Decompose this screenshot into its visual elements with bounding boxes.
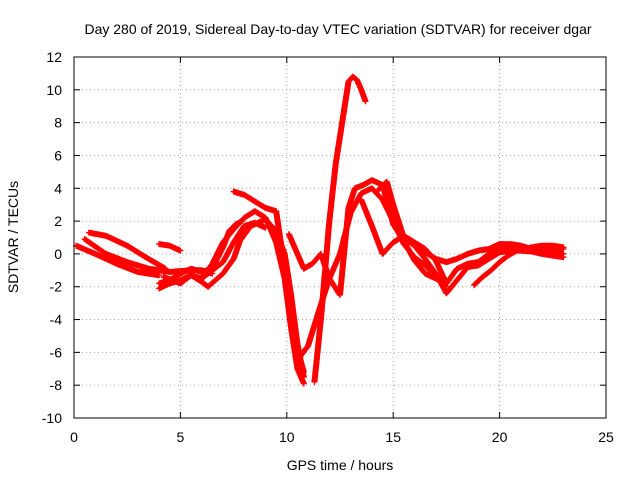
data-points (73, 73, 567, 387)
data-markers (285, 177, 450, 298)
data-markers (85, 229, 169, 272)
data-markers (311, 73, 369, 385)
series-track-11 (285, 177, 450, 298)
data-markers (73, 242, 163, 279)
x-tick-label: 0 (70, 429, 78, 445)
grid-lines (74, 57, 606, 418)
data-markers (375, 178, 567, 297)
y-tick-label: 2 (54, 213, 62, 229)
y-tick-label: 0 (54, 246, 62, 262)
x-tick-label: 10 (279, 429, 295, 445)
y-tick-label: 10 (46, 82, 62, 98)
chart-title: Day 280 of 2019, Sidereal Day-to-day VTE… (84, 21, 591, 37)
data-markers (230, 188, 307, 376)
y-tick-label: 4 (54, 180, 62, 196)
x-tick-label: 5 (177, 429, 185, 445)
x-axis-label: GPS time / hours (287, 457, 394, 473)
series-track-1 (73, 242, 163, 279)
data-markers (471, 242, 567, 289)
series-track-2 (85, 229, 169, 272)
x-tick-label: 15 (385, 429, 401, 445)
series-track-14 (375, 178, 567, 297)
y-tick-label: -2 (50, 279, 63, 295)
series-track-9 (230, 188, 307, 376)
y-tick-label: -4 (50, 312, 63, 328)
series-track-16 (471, 242, 567, 289)
plot-frame (73, 56, 607, 419)
x-tick-label: 20 (492, 429, 508, 445)
y-tick-label: 6 (54, 147, 62, 163)
y-tick-label: 12 (46, 49, 62, 65)
y-axis-label: SDTVAR / TECUs (5, 181, 21, 293)
x-tick-label: 25 (598, 429, 614, 445)
y-tick-label: 8 (54, 115, 62, 131)
series-track-4 (156, 241, 184, 254)
axis-ticks: 0 5 10 15 20 25 -10 -8 -6 -4 -2 0 2 4 6 8 10 12 (42, 49, 614, 445)
y-tick-label: -8 (50, 377, 63, 393)
series-track-12 (311, 73, 369, 385)
data-markers (156, 241, 184, 254)
y-tick-label: -6 (50, 344, 63, 360)
y-tick-label: -10 (42, 410, 62, 426)
